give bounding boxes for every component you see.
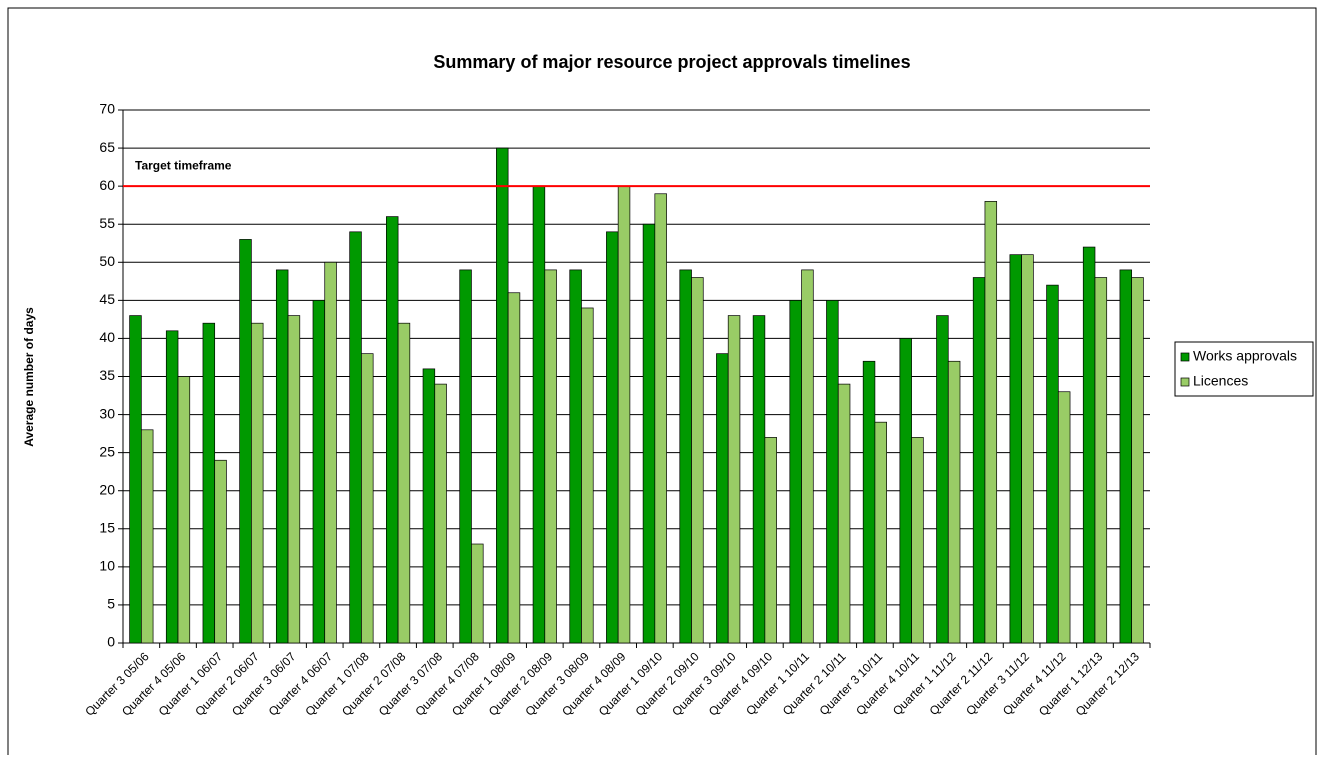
bar: [251, 322, 264, 644]
bar: [361, 353, 374, 644]
bar: [972, 277, 986, 644]
bar: [727, 315, 741, 644]
bar: [129, 315, 142, 644]
bar: [606, 231, 619, 644]
bar: [679, 269, 692, 644]
y-tick-label: 5: [107, 596, 115, 612]
bar: [1119, 269, 1133, 644]
y-tick-label: 15: [99, 519, 115, 535]
bar: [984, 201, 998, 644]
y-tick-label: 55: [99, 215, 115, 231]
bar: [239, 239, 252, 644]
legend-swatch: [1180, 377, 1190, 387]
chart-title: Summary of major resource project approv…: [433, 52, 910, 72]
bar: [140, 429, 154, 644]
bar: [544, 269, 557, 644]
bar: [936, 315, 949, 644]
bar: [801, 269, 814, 644]
legend-label: Licences: [1193, 373, 1248, 389]
legend-box: [1174, 341, 1314, 397]
bar: [397, 322, 411, 644]
bar: [1094, 277, 1108, 644]
bar: [874, 421, 887, 644]
bar: [826, 300, 839, 644]
y-tick-label: 30: [99, 405, 115, 421]
y-tick-label: 45: [99, 291, 115, 307]
bar: [471, 543, 484, 644]
y-tick-label: 0: [107, 634, 115, 650]
bar: [569, 269, 582, 644]
bar: [312, 300, 326, 644]
bar: [349, 231, 362, 644]
y-tick-label: 25: [99, 443, 115, 459]
bar: [1057, 391, 1071, 644]
bar: [642, 223, 656, 644]
bar: [1131, 277, 1144, 644]
y-tick-label: 60: [99, 177, 115, 193]
bar: [617, 185, 631, 644]
y-tick-label: 50: [99, 253, 115, 269]
bar: [202, 322, 216, 644]
bar: [532, 185, 546, 644]
bar: [947, 360, 961, 644]
bar: [386, 216, 399, 644]
y-tick-label: 70: [99, 101, 115, 117]
bar: [789, 300, 802, 644]
y-tick-label: 35: [99, 367, 115, 383]
y-tick-label: 40: [99, 329, 115, 345]
bar: [214, 459, 227, 644]
bar: [837, 383, 851, 644]
legend-swatch: [1180, 352, 1190, 362]
bar: [507, 292, 521, 644]
bar: [422, 368, 436, 644]
bar: [324, 261, 337, 644]
y-tick-label: 20: [99, 481, 115, 497]
bar: [1021, 254, 1034, 644]
bar: [911, 437, 924, 644]
bar: [1082, 246, 1096, 644]
y-axis-label: Average number of days: [22, 307, 36, 447]
bar: [275, 269, 289, 644]
bar: [496, 147, 509, 644]
y-tick-label: 65: [99, 139, 115, 155]
bar: [752, 315, 766, 644]
bar: [1009, 254, 1022, 644]
bar: [177, 376, 191, 644]
y-tick-label: 10: [99, 558, 115, 574]
bar: [899, 338, 912, 644]
bar: [654, 193, 667, 644]
bar: [459, 269, 472, 644]
bar: [764, 437, 777, 644]
bar: [716, 353, 729, 644]
bar: [434, 383, 447, 644]
bar: [1046, 284, 1059, 644]
bar: [287, 315, 301, 644]
bar: [581, 307, 594, 644]
bar: [862, 360, 876, 644]
bar: [691, 277, 704, 644]
bar: [165, 330, 179, 644]
target-label: Target timeframe: [135, 158, 232, 172]
legend-label: Works approvals: [1193, 348, 1297, 364]
